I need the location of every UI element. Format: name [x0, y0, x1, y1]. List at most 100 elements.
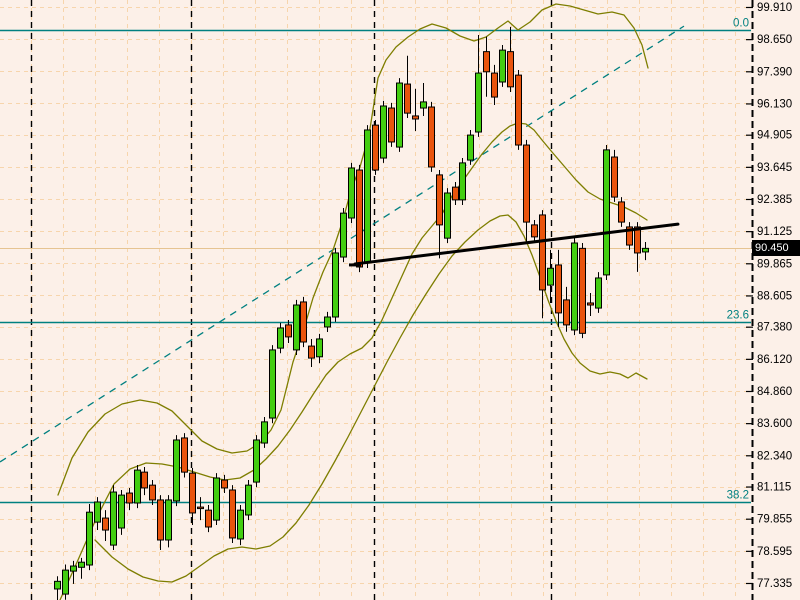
candle-bearish [587, 302, 594, 306]
candle-bearish [523, 144, 530, 223]
candle-bullish [603, 149, 610, 276]
candle-bearish [308, 345, 315, 359]
price-axis-label: 94.905 [757, 130, 792, 142]
candle-bullish [86, 511, 93, 566]
candle-bearish [579, 247, 586, 334]
candle-bullish [547, 267, 554, 286]
candle-bearish [555, 264, 562, 314]
candle-bullish [253, 439, 260, 483]
candle-bullish [380, 105, 387, 159]
candle-bearish [149, 484, 156, 501]
candle-bullish [173, 439, 180, 502]
candle-bearish [285, 324, 292, 338]
candle-bullish [269, 349, 276, 419]
candle-bullish [94, 501, 101, 523]
candle-bearish [197, 506, 204, 510]
candle-bullish [499, 49, 506, 83]
price-axis-label: 79.855 [757, 514, 792, 526]
candle-bearish [563, 299, 570, 326]
candle-bearish [428, 106, 435, 168]
candle-bearish [412, 115, 419, 120]
bollinger-lower-band [94, 214, 648, 583]
candle-bearish [356, 169, 363, 268]
candle-bearish [452, 186, 459, 201]
candle-bullish [324, 316, 331, 328]
candle-bullish [277, 327, 284, 349]
candle-bullish [237, 509, 244, 540]
candle-bearish [126, 492, 133, 504]
candle-bearish [436, 174, 443, 226]
candle-bullish [571, 242, 578, 331]
candle-bullish [316, 338, 323, 358]
candle-bearish [611, 156, 618, 198]
candle-bullish [420, 101, 427, 109]
price-axis-label: 86.120 [757, 354, 792, 366]
candle-bearish [483, 51, 490, 73]
current-price-box: 90.450 [752, 240, 800, 256]
price-axis-label: 87.380 [757, 322, 792, 334]
candle-bearish [372, 124, 379, 171]
candle-bullish [118, 494, 125, 529]
price-axis-panel[interactable] [752, 0, 800, 600]
candle-bearish [515, 74, 522, 146]
candle-bearish [189, 472, 196, 514]
candle-bullish [245, 484, 252, 516]
candle-bullish [110, 491, 117, 546]
price-axis-label: 99.910 [757, 2, 792, 14]
price-axis-label: 81.115 [757, 482, 791, 494]
candle-bearish [388, 107, 395, 143]
candle-bullish [595, 277, 602, 309]
candle-bullish [78, 561, 85, 568]
current-price-value: 90.450 [755, 242, 789, 254]
price-axis-label: 96.130 [757, 98, 792, 110]
candle-bearish [300, 301, 307, 343]
candle-bullish [293, 304, 300, 351]
candle-bullish [642, 247, 649, 253]
candle-bullish [54, 580, 61, 590]
price-axis-label: 92.385 [757, 194, 792, 206]
price-axis-label: 91.125 [757, 226, 792, 238]
candle-bearish [531, 224, 538, 238]
candle-bullish [467, 134, 474, 161]
price-axis-label: 98.650 [757, 34, 792, 46]
candle-bullish [332, 252, 339, 318]
candle-bearish [229, 489, 236, 539]
price-axis-label: 83.600 [757, 418, 792, 430]
price-axis-label: 89.865 [757, 258, 792, 270]
price-axis-label: 82.340 [757, 450, 792, 462]
candle-bullish [134, 469, 141, 504]
candle-bearish [491, 72, 498, 98]
fibonacci-level-label: 0.0 [733, 18, 749, 30]
candle-bullish [364, 129, 371, 264]
candle-bullish [475, 72, 482, 133]
candle-bullish [261, 421, 268, 444]
candle-bearish [205, 509, 212, 528]
candle-bearish [157, 499, 164, 541]
price-axis-label: 88.605 [757, 290, 792, 302]
price-axis-label: 84.860 [757, 386, 792, 398]
price-axis-label: 97.390 [757, 66, 792, 78]
candle-bearish [507, 51, 514, 88]
candle-bullish [348, 167, 355, 219]
candle-bullish [213, 477, 220, 521]
fibonacci-level-label: 23.6 [727, 310, 749, 322]
fibonacci-level-label: 38.2 [727, 490, 749, 502]
candle-bullish [396, 82, 403, 148]
candle-bearish [626, 226, 633, 246]
candle-bullish [165, 499, 172, 541]
candle-bearish [618, 201, 625, 223]
candle-bullish [340, 212, 347, 258]
candle-bearish [634, 226, 641, 254]
candle-bullish [444, 192, 451, 239]
candle-bullish [62, 569, 69, 595]
price-axis-label: 78.595 [757, 546, 792, 558]
candle-bullish [70, 565, 77, 572]
price-axis-label: 77.335 [757, 578, 792, 590]
price-axis-label: 93.645 [757, 162, 792, 174]
candle-bearish [221, 479, 228, 489]
trendline[interactable] [353, 222, 680, 266]
bollinger-middle-band [59, 122, 648, 600]
candle-bearish [141, 471, 148, 489]
